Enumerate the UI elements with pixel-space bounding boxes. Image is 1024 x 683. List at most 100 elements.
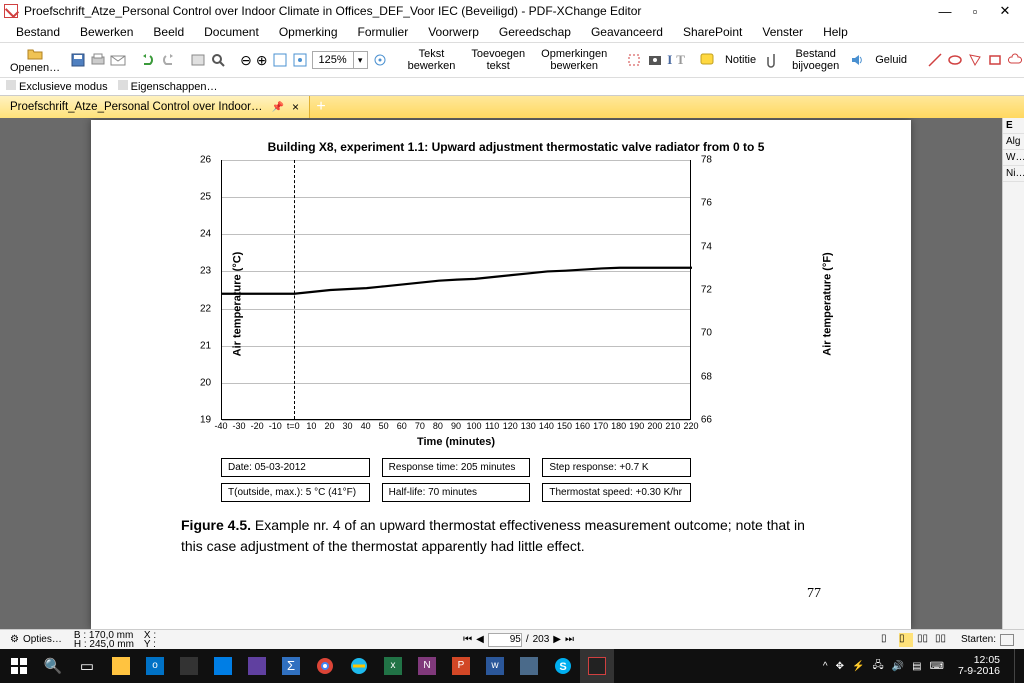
excel-icon[interactable]: x: [376, 649, 410, 683]
menu-document[interactable]: Document: [194, 25, 269, 39]
taskview-icon[interactable]: ▭: [70, 649, 104, 683]
exclusive-mode-button[interactable]: Exclusieve modus: [6, 80, 108, 93]
show-desktop[interactable]: [1014, 649, 1020, 683]
cloud-icon[interactable]: [1007, 52, 1023, 68]
tray-keyboard-icon[interactable]: ⌨: [930, 661, 944, 672]
menu-gereedschap[interactable]: Gereedschap: [489, 25, 581, 39]
attach-file-button[interactable]: Bestandbijvoegen: [786, 46, 845, 74]
menu-sharepoint[interactable]: SharePoint: [673, 25, 752, 39]
single-page-icon[interactable]: ▯: [881, 633, 895, 647]
sticky-note-icon[interactable]: [699, 52, 715, 68]
continuous-icon[interactable]: ▯: [899, 633, 913, 647]
tab-close-button[interactable]: ×: [284, 100, 299, 114]
edit-text-button[interactable]: Tekstbewerken: [402, 46, 462, 74]
search-icon[interactable]: [210, 52, 226, 68]
open-button[interactable]: Openen…: [4, 44, 66, 76]
skype-icon[interactable]: S: [546, 649, 580, 683]
menu-bewerken[interactable]: Bewerken: [70, 25, 143, 39]
page-input[interactable]: [488, 633, 522, 647]
menu-beeld[interactable]: Beeld: [143, 25, 194, 39]
menu-help[interactable]: Help: [813, 25, 858, 39]
line-icon[interactable]: [927, 52, 943, 68]
start-button[interactable]: [2, 649, 36, 683]
options-button[interactable]: ⚙Opties…: [4, 634, 68, 645]
pin-icon[interactable]: 📌: [272, 102, 284, 113]
mail-icon[interactable]: [110, 52, 126, 68]
layout-buttons[interactable]: ▯ ▯ ▯▯ ▯▯: [875, 633, 955, 647]
tray-action-icon[interactable]: ▤: [912, 661, 921, 672]
undo-icon[interactable]: [140, 52, 156, 68]
maximize-button[interactable]: ▫: [960, 4, 990, 19]
mail-taskbar-icon[interactable]: [240, 649, 274, 683]
last-page-icon[interactable]: ⏭: [565, 634, 574, 645]
tray-dropbox-icon[interactable]: ✥: [836, 661, 844, 672]
print-icon[interactable]: [90, 52, 106, 68]
start-control[interactable]: Starten:: [955, 634, 1020, 646]
powerpoint-icon[interactable]: P: [444, 649, 478, 683]
properties-button[interactable]: Eigenschappen…: [118, 80, 218, 93]
document-tab[interactable]: Proefschrift_Atze_Personal Control over …: [0, 96, 310, 118]
zoom-in-icon[interactable]: ⊕: [256, 52, 268, 68]
facing-icon[interactable]: ▯▯: [917, 633, 931, 647]
menu-bestand[interactable]: Bestand: [6, 25, 70, 39]
side-tab-alg[interactable]: Alg: [1003, 134, 1024, 150]
search-taskbar-icon[interactable]: 🔍: [36, 649, 70, 683]
close-button[interactable]: ✕: [990, 3, 1020, 19]
note-button[interactable]: Notitie: [719, 52, 762, 68]
sound-icon[interactable]: [849, 52, 865, 68]
text-format-icon[interactable]: T: [676, 52, 685, 68]
zoom-dropdown[interactable]: ▾: [354, 51, 368, 69]
ie-icon[interactable]: [342, 649, 376, 683]
zoom-control[interactable]: ▾: [312, 51, 368, 69]
prev-page-icon[interactable]: ◀: [476, 634, 484, 645]
next-page-icon[interactable]: ▶: [553, 634, 561, 645]
calculator-icon[interactable]: [172, 649, 206, 683]
zoom-fit-icon[interactable]: [272, 52, 288, 68]
pdfxchange-taskbar-icon[interactable]: [580, 649, 614, 683]
app-icon-2[interactable]: [512, 649, 546, 683]
scan-icon[interactable]: [190, 52, 206, 68]
menu-geavanceerd[interactable]: Geavanceerd: [581, 25, 673, 39]
snapshot-icon[interactable]: [647, 52, 663, 68]
sound-button[interactable]: Geluid: [869, 52, 913, 68]
tray-volume-icon[interactable]: 🔊: [892, 661, 904, 672]
select-icon[interactable]: [627, 52, 643, 68]
zoom-out-icon[interactable]: ⊖: [240, 52, 252, 68]
clock[interactable]: 12:057-9-2016: [952, 655, 1006, 677]
new-tab-button[interactable]: +: [310, 96, 332, 118]
zoom-actual-icon[interactable]: [292, 52, 308, 68]
explorer-icon[interactable]: [104, 649, 138, 683]
menu-opmerking[interactable]: Opmerking: [269, 25, 348, 39]
menu-formulier[interactable]: Formulier: [348, 25, 419, 39]
document-viewport[interactable]: Building X8, experiment 1.1: Upward adju…: [0, 118, 1002, 629]
redo-icon[interactable]: [160, 52, 176, 68]
minimize-button[interactable]: —: [930, 4, 960, 19]
save-icon[interactable]: [70, 52, 86, 68]
poly-icon[interactable]: [967, 52, 983, 68]
chrome-icon[interactable]: [308, 649, 342, 683]
tray-battery-icon[interactable]: ⚡: [852, 661, 864, 672]
text-select-icon[interactable]: I: [667, 52, 672, 68]
side-tab-ni[interactable]: Ni…: [1003, 166, 1024, 182]
zoom-input[interactable]: [312, 51, 354, 69]
sigma-icon[interactable]: Σ: [274, 649, 308, 683]
word-icon[interactable]: w: [478, 649, 512, 683]
oval-icon[interactable]: [947, 52, 963, 68]
side-tab-w[interactable]: W…: [1003, 150, 1024, 166]
page-navigator[interactable]: ⏮ ◀ /203 ▶ ⏭: [457, 633, 580, 647]
dropbox-icon[interactable]: [206, 649, 240, 683]
add-text-button[interactable]: Toevoegentekst: [465, 46, 531, 74]
edit-comments-button[interactable]: Opmerkingenbewerken: [535, 46, 613, 74]
side-panel[interactable]: E Alg W… Ni…: [1002, 118, 1024, 629]
menu-venster[interactable]: Venster: [752, 25, 813, 39]
zoom-target-icon[interactable]: [372, 52, 388, 68]
onenote-icon[interactable]: N: [410, 649, 444, 683]
menu-voorwerp[interactable]: Voorwerp: [418, 25, 489, 39]
tray-chevron-icon[interactable]: ^: [823, 661, 828, 672]
side-tab-e[interactable]: E: [1003, 118, 1024, 134]
first-page-icon[interactable]: ⏮: [463, 634, 472, 645]
rect-icon[interactable]: [987, 52, 1003, 68]
outlook-icon[interactable]: o: [138, 649, 172, 683]
tray-network-icon[interactable]: 🖧: [872, 658, 883, 675]
book-icon[interactable]: ▯▯: [935, 633, 949, 647]
